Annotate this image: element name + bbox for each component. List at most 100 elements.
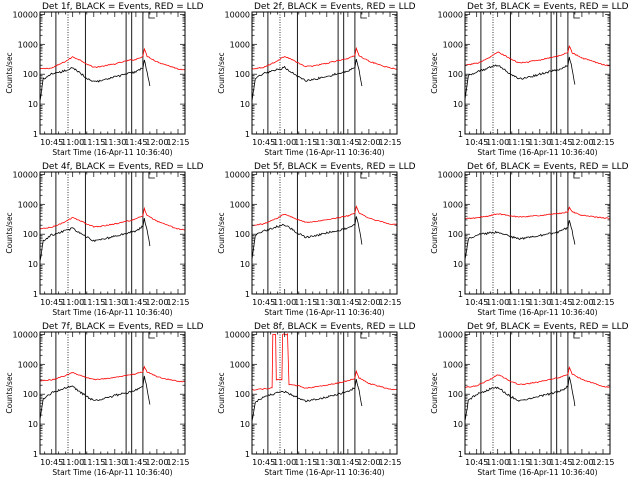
panel-det-3: Det 3f, BLACK = Events, RED = LLD 1 10 100 1… <box>430 2 629 157</box>
y-tick-label: 10 <box>453 420 463 429</box>
series-lld-red <box>39 206 186 231</box>
top-bracket-marker <box>573 172 580 179</box>
x-tick-label: 11:00 <box>486 298 509 307</box>
y-tick-label: 1 <box>458 290 463 299</box>
panel-det-8: Det 8f, BLACK = Events, RED = LLD 1 10 100 1… <box>217 322 416 477</box>
panel-det-5: Det 5f, BLACK = Events, RED = LLD 1 10 100 1… <box>217 162 416 317</box>
x-tick-label: 10:45 <box>40 458 63 467</box>
x-tick-label: 11:30 <box>315 138 338 147</box>
y-tick-label: 10000 <box>438 10 463 19</box>
y-tick-label: 1000 <box>18 200 38 209</box>
panel-det-1: Det 1f, BLACK = Events, RED = LLD 1 10 100 1… <box>5 2 204 157</box>
series-events-black <box>39 59 151 102</box>
panel-title: Det 2f, BLACK = Events, RED = LLD <box>254 2 416 12</box>
x-axis-label: Start Time (16-Apr-11 10:36:40) <box>52 468 172 477</box>
x-tick-label: 10:45 <box>40 138 63 147</box>
y-tick-label: 1000 <box>443 360 463 369</box>
y-tick-label: 10 <box>240 420 250 429</box>
x-tick-label: 11:15 <box>294 138 317 147</box>
y-tick-label: 1000 <box>18 40 38 49</box>
y-tick-label: 1000 <box>230 360 250 369</box>
top-bracket-marker <box>573 12 580 19</box>
x-axis-label: Start Time (16-Apr-11 10:36:40) <box>477 468 597 477</box>
x-tick-label: 11:30 <box>528 458 551 467</box>
x-tick-label: 10:45 <box>465 458 488 467</box>
panel-title: Det 8f, BLACK = Events, RED = LLD <box>254 322 416 332</box>
y-tick-label: 1 <box>458 450 463 459</box>
x-axis-label: Start Time (16-Apr-11 10:36:40) <box>477 148 597 157</box>
y-tick-label: 1 <box>33 290 38 299</box>
y-tick-label: 1000 <box>443 200 463 209</box>
series-events-black <box>251 59 363 102</box>
panel-det-9: Det 9f, BLACK = Events, RED = LLD 1 10 100 1… <box>430 322 629 477</box>
y-tick-label: 10000 <box>225 170 250 179</box>
plot-frame <box>39 331 186 455</box>
y-tick-label: 10 <box>453 100 463 109</box>
y-tick-label: 100 <box>235 230 250 239</box>
x-tick-label: 11:00 <box>486 458 509 467</box>
x-tick-label: 11:15 <box>82 458 105 467</box>
y-axis-label: Counts/sec <box>217 372 226 413</box>
y-axis-label: Counts/sec <box>217 212 226 253</box>
panel-det-6: Det 6f, BLACK = Events, RED = LLD 1 10 100 1… <box>430 162 629 317</box>
panel-title: Det 3f, BLACK = Events, RED = LLD <box>467 2 629 12</box>
top-bracket-marker <box>148 332 155 339</box>
y-tick-label: 10 <box>28 260 38 269</box>
x-tick-label: 12:00 <box>145 298 168 307</box>
y-tick-label: 1 <box>245 290 250 299</box>
x-tick-label: 11:15 <box>294 298 317 307</box>
panel-det-7: Det 7f, BLACK = Events, RED = LLD 1 10 100 1… <box>5 322 204 477</box>
y-tick-label: 1000 <box>230 40 250 49</box>
y-tick-label: 10000 <box>225 10 250 19</box>
panel-title: Det 7f, BLACK = Events, RED = LLD <box>42 322 204 332</box>
y-tick-label: 1000 <box>18 360 38 369</box>
x-axis-label: Start Time (16-Apr-11 10:36:40) <box>52 308 172 317</box>
plot-frame <box>251 171 398 295</box>
x-tick-label: 11:45 <box>336 138 359 147</box>
x-tick-label: 10:45 <box>465 138 488 147</box>
top-bracket-marker <box>360 172 367 179</box>
x-tick-label: 10:45 <box>252 298 275 307</box>
y-tick-label: 100 <box>23 390 38 399</box>
panel-title: Det 1f, BLACK = Events, RED = LLD <box>42 2 204 12</box>
top-bracket-marker <box>360 12 367 19</box>
plot-frame <box>464 171 611 295</box>
series-events-black <box>464 376 576 422</box>
x-tick-label: 12:00 <box>357 298 380 307</box>
y-tick-label: 10 <box>453 260 463 269</box>
plot-frame <box>39 171 186 295</box>
y-axis-label: Counts/sec <box>5 212 14 253</box>
x-tick-label: 10:45 <box>465 298 488 307</box>
panel-det-4: Det 4f, BLACK = Events, RED = LLD 1 10 100 1… <box>5 162 204 317</box>
x-tick-label: 11:45 <box>336 298 359 307</box>
x-tick-label: 12:00 <box>145 138 168 147</box>
x-tick-label: 11:15 <box>507 138 530 147</box>
y-tick-label: 100 <box>235 390 250 399</box>
x-tick-label: 12:00 <box>570 298 593 307</box>
panel-title: Det 9f, BLACK = Events, RED = LLD <box>467 322 629 332</box>
y-tick-label: 100 <box>23 230 38 239</box>
x-tick-label: 12:15 <box>378 298 401 307</box>
y-tick-label: 10 <box>28 420 38 429</box>
plot-frame <box>464 11 611 135</box>
y-tick-label: 1 <box>245 450 250 459</box>
x-tick-label: 12:00 <box>570 138 593 147</box>
x-tick-label: 10:45 <box>252 458 275 467</box>
series-lld-red <box>464 365 611 389</box>
x-tick-label: 11:00 <box>273 458 296 467</box>
y-tick-label: 1000 <box>230 200 250 209</box>
x-tick-label: 11:45 <box>549 458 572 467</box>
x-tick-label: 11:45 <box>336 458 359 467</box>
top-bracket-marker <box>360 332 367 339</box>
x-tick-label: 12:15 <box>378 138 401 147</box>
x-tick-label: 11:30 <box>528 298 551 307</box>
x-tick-label: 12:00 <box>145 458 168 467</box>
y-tick-label: 10000 <box>438 330 463 339</box>
series-events-black <box>464 56 576 100</box>
x-tick-label: 11:30 <box>103 458 126 467</box>
panel-title: Det 6f, BLACK = Events, RED = LLD <box>467 162 629 172</box>
y-tick-label: 1 <box>33 450 38 459</box>
y-tick-label: 1 <box>458 130 463 139</box>
x-tick-label: 11:15 <box>507 458 530 467</box>
